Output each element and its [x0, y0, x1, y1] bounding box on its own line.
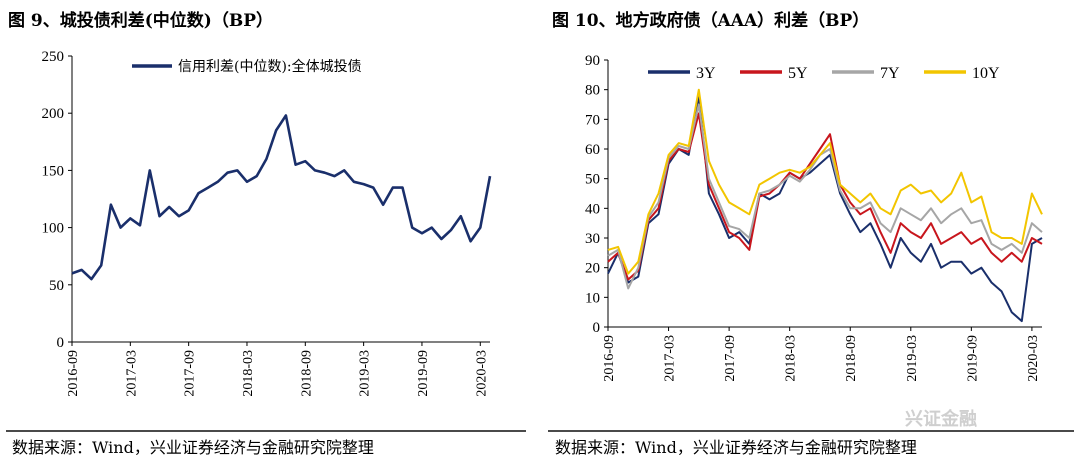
y-tick-label: 50	[49, 278, 64, 294]
x-tick-label: 2018-03	[241, 350, 256, 397]
y-tick-label: 30	[585, 231, 600, 247]
y-tick-label: 20	[585, 261, 600, 277]
right-chart-title: 图 10、地方政府债（AAA）利差（BP）	[552, 11, 870, 31]
x-tick-label: 2017-03	[124, 350, 139, 397]
x-tick-label: 2020-03	[1026, 335, 1041, 382]
series-line-5Y	[607, 112, 1043, 281]
right-source-note: 数据来源：Wind，兴业证券经济与金融研究院整理	[555, 438, 917, 457]
x-tick-label: 2017-03	[663, 335, 678, 382]
right-source-rule	[548, 430, 1074, 432]
y-tick-label: 200	[42, 106, 65, 122]
x-tick-label: 2018-09	[299, 350, 314, 397]
y-tick-label: 250	[42, 49, 65, 65]
series-line-10Y	[607, 88, 1043, 275]
x-tick-label: 2017-09	[183, 350, 198, 397]
x-tick-label: 2018-09	[844, 335, 859, 382]
left-chart-title: 图 9、城投债利差(中位数)（BP）	[8, 11, 273, 31]
x-tick-label: 2019-03	[905, 335, 920, 382]
y-tick-label: 50	[585, 172, 600, 188]
x-tick-label: 2016-09	[602, 335, 617, 382]
left-source-note: 数据来源：Wind，兴业证券经济与金融研究院整理	[12, 438, 374, 457]
y-tick-label: 100	[42, 221, 65, 237]
y-tick-label: 90	[585, 53, 600, 69]
legend-label: 信用利差(中位数):全体城投债	[178, 58, 362, 75]
series-line-3Y	[607, 94, 1043, 323]
x-tick-label: 2017-09	[723, 335, 738, 382]
x-tick-label: 2019-09	[416, 350, 431, 397]
left-chart: 0 50 100 150 200 250 2016-09 2017-03 2017-09 2018…	[42, 49, 492, 397]
y-tick-label: 60	[585, 142, 600, 158]
y-tick-label: 0	[593, 320, 601, 336]
series-line-7Y	[607, 103, 1043, 290]
x-tick-label: 2020-03	[474, 350, 489, 397]
legend-label: 5Y	[788, 65, 808, 82]
x-tick-label: 2016-09	[66, 350, 81, 397]
left-source-rule	[6, 430, 526, 432]
legend-label: 3Y	[696, 65, 716, 82]
legend-label: 10Y	[972, 65, 1000, 82]
x-tick-label: 2018-03	[784, 335, 799, 382]
x-tick-label: 2019-03	[358, 350, 373, 397]
x-tick-label: 2019-09	[965, 335, 980, 382]
y-tick-label: 70	[585, 112, 600, 128]
y-tick-label: 80	[585, 83, 600, 99]
watermark: 兴证金融	[905, 409, 977, 430]
series-line-信用利差(中位数):全体城投债	[71, 114, 492, 281]
y-tick-label: 10	[585, 290, 600, 306]
right-chart: 0 10 20 30 40 50 60 70 80 90 2016-09 2017-03 2017-09…	[585, 53, 1043, 382]
y-tick-label: 150	[42, 163, 65, 179]
y-tick-label: 40	[585, 201, 600, 217]
y-tick-label: 0	[57, 335, 65, 351]
legend-label: 7Y	[880, 65, 900, 82]
